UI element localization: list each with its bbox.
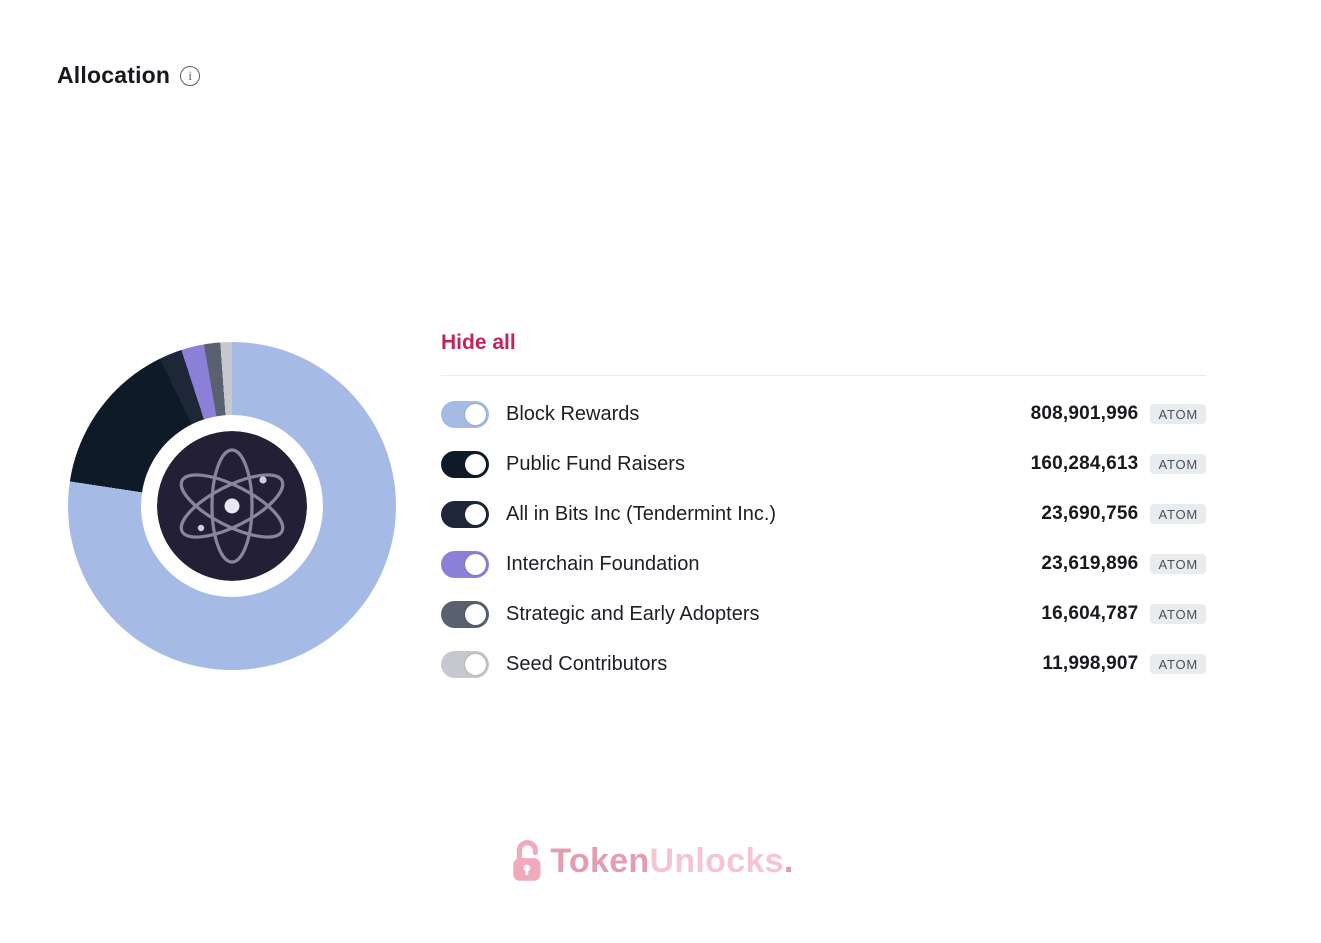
unit-badge: ATOM <box>1150 454 1206 474</box>
unit-badge: ATOM <box>1150 404 1206 424</box>
hide-all-button[interactable]: Hide all <box>441 331 516 354</box>
legend-label: Seed Contributors <box>506 652 668 675</box>
legend-row: Block Rewards 808,901,996 ATOM <box>441 389 1206 439</box>
page-title: Allocation <box>57 62 171 88</box>
legend-value: 160,284,613 <box>1030 453 1139 474</box>
toggle-seed-contributors[interactable] <box>441 650 489 678</box>
toggle-knob <box>465 503 486 525</box>
toggle-knob <box>465 653 486 675</box>
toggle-all-in-bits[interactable] <box>441 500 489 528</box>
toggle-interchain-foundation[interactable] <box>441 550 489 578</box>
toggle-block-rewards[interactable] <box>441 400 489 428</box>
watermark-period: . <box>783 841 794 880</box>
watermark-brand-light: Unlocks <box>649 841 784 880</box>
unit-badge: ATOM <box>1150 504 1206 524</box>
info-icon[interactable]: i <box>180 65 201 86</box>
toggle-knob <box>465 453 486 475</box>
allocation-legend: Hide all Block Rewards 808,901,996 ATOM … <box>441 331 1206 689</box>
watermark-brand-bold: Token <box>550 841 650 880</box>
toggle-knob <box>465 403 486 425</box>
legend-row: Interchain Foundation 23,619,896 ATOM <box>441 539 1206 589</box>
toggle-public-fund-raisers[interactable] <box>441 450 489 478</box>
unlock-icon <box>512 840 541 881</box>
legend-value: 23,619,896 <box>1041 553 1139 574</box>
toggle-knob <box>465 603 486 625</box>
legend-value: 808,901,996 <box>1030 403 1139 424</box>
legend-row: Strategic and Early Adopters 16,604,787 … <box>441 589 1206 639</box>
cosmos-atom-logo <box>157 431 307 581</box>
page-header: Allocation i <box>57 62 201 89</box>
toggle-strategic-early-adopters[interactable] <box>441 600 489 628</box>
unit-badge: ATOM <box>1150 554 1206 574</box>
toggle-knob <box>465 553 486 575</box>
legend-divider <box>441 375 1206 376</box>
legend-label: Strategic and Early Adopters <box>506 602 760 625</box>
legend-label: Block Rewards <box>506 402 640 425</box>
tokenunlocks-watermark: TokenUnlocks. <box>510 838 793 884</box>
legend-value: 16,604,787 <box>1041 603 1139 624</box>
atom-icon <box>157 431 307 581</box>
legend-label: All in Bits Inc (Tendermint Inc.) <box>506 502 777 525</box>
legend-rows: Block Rewards 808,901,996 ATOM Public Fu… <box>441 376 1206 689</box>
legend-row: Public Fund Raisers 160,284,613 ATOM <box>441 439 1206 489</box>
allocation-donut-chart <box>68 342 396 670</box>
legend-label: Interchain Foundation <box>506 552 700 575</box>
legend-value: 23,690,756 <box>1041 503 1139 524</box>
legend-row: Seed Contributors 11,998,907 ATOM <box>441 639 1206 689</box>
unit-badge: ATOM <box>1150 604 1206 624</box>
legend-label: Public Fund Raisers <box>506 452 685 475</box>
legend-row: All in Bits Inc (Tendermint Inc.) 23,690… <box>441 489 1206 539</box>
watermark-text: TokenUnlocks. <box>550 842 793 881</box>
legend-value: 11,998,907 <box>1042 653 1139 674</box>
unit-badge: ATOM <box>1150 654 1206 674</box>
